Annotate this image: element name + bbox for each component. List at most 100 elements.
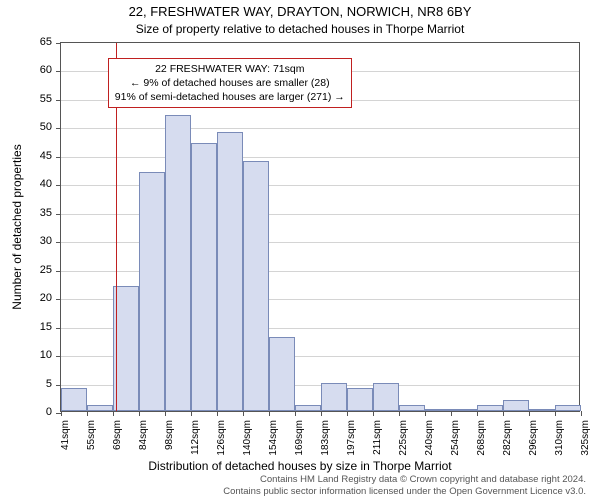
x-tick-label: 225sqm bbox=[398, 420, 409, 460]
x-tick-mark bbox=[373, 411, 374, 416]
x-tick-label: 268sqm bbox=[476, 420, 487, 460]
x-tick-label: 84sqm bbox=[138, 420, 149, 460]
x-tick-label: 69sqm bbox=[112, 420, 123, 460]
y-tick-mark bbox=[56, 356, 61, 357]
x-tick-mark bbox=[503, 411, 504, 416]
histogram-bar bbox=[165, 115, 191, 411]
annotation-line: ← 9% of detached houses are smaller (28) bbox=[115, 76, 345, 90]
y-tick-label: 60 bbox=[0, 64, 52, 76]
gridline-h bbox=[61, 128, 579, 129]
y-tick-mark bbox=[56, 128, 61, 129]
x-tick-mark bbox=[191, 411, 192, 416]
histogram-bar bbox=[555, 405, 581, 411]
histogram-bar bbox=[243, 161, 269, 411]
x-tick-mark bbox=[321, 411, 322, 416]
y-tick-mark bbox=[56, 43, 61, 44]
y-tick-label: 15 bbox=[0, 321, 52, 333]
histogram-bar bbox=[347, 388, 373, 411]
y-tick-label: 25 bbox=[0, 264, 52, 276]
histogram-bar bbox=[321, 383, 347, 411]
y-tick-mark bbox=[56, 100, 61, 101]
histogram-bar bbox=[87, 405, 113, 411]
y-tick-label: 55 bbox=[0, 93, 52, 105]
footer-text: Contains HM Land Registry data © Crown c… bbox=[223, 474, 586, 498]
footer-line-2: Contains public sector information licen… bbox=[223, 486, 586, 498]
histogram-bar bbox=[477, 405, 503, 411]
histogram-bar bbox=[451, 409, 477, 411]
x-tick-mark bbox=[581, 411, 582, 416]
x-tick-mark bbox=[399, 411, 400, 416]
x-tick-mark bbox=[61, 411, 62, 416]
y-tick-mark bbox=[56, 185, 61, 186]
x-tick-mark bbox=[425, 411, 426, 416]
x-tick-label: 240sqm bbox=[424, 420, 435, 460]
y-tick-mark bbox=[56, 271, 61, 272]
x-tick-mark bbox=[217, 411, 218, 416]
y-tick-label: 45 bbox=[0, 150, 52, 162]
x-tick-label: 325sqm bbox=[580, 420, 591, 460]
histogram-bar bbox=[373, 383, 399, 411]
histogram-bar bbox=[139, 172, 165, 411]
x-tick-mark bbox=[113, 411, 114, 416]
histogram-bar bbox=[269, 337, 295, 411]
y-tick-label: 65 bbox=[0, 36, 52, 48]
y-tick-label: 30 bbox=[0, 235, 52, 247]
y-tick-mark bbox=[56, 242, 61, 243]
annotation-box: 22 FRESHWATER WAY: 71sqm← 9% of detached… bbox=[108, 58, 352, 109]
x-tick-mark bbox=[243, 411, 244, 416]
y-axis-label: Number of detached properties bbox=[10, 144, 24, 309]
x-tick-label: 41sqm bbox=[60, 420, 71, 460]
x-tick-mark bbox=[269, 411, 270, 416]
x-tick-label: 169sqm bbox=[294, 420, 305, 460]
x-tick-label: 296sqm bbox=[528, 420, 539, 460]
y-tick-mark bbox=[56, 214, 61, 215]
x-tick-label: 112sqm bbox=[190, 420, 201, 460]
histogram-bar bbox=[425, 409, 451, 411]
y-tick-mark bbox=[56, 71, 61, 72]
histogram-bar bbox=[295, 405, 321, 411]
y-tick-label: 20 bbox=[0, 292, 52, 304]
x-axis-label: Distribution of detached houses by size … bbox=[0, 459, 600, 473]
histogram-bar bbox=[217, 132, 243, 411]
x-tick-label: 154sqm bbox=[268, 420, 279, 460]
y-tick-label: 10 bbox=[0, 349, 52, 361]
histogram-bar bbox=[503, 400, 529, 411]
histogram-bar bbox=[61, 388, 87, 411]
x-tick-mark bbox=[347, 411, 348, 416]
y-tick-mark bbox=[56, 299, 61, 300]
x-tick-mark bbox=[529, 411, 530, 416]
y-tick-label: 5 bbox=[0, 378, 52, 390]
x-tick-label: 282sqm bbox=[502, 420, 513, 460]
x-tick-mark bbox=[165, 411, 166, 416]
x-tick-label: 183sqm bbox=[320, 420, 331, 460]
chart-title-main: 22, FRESHWATER WAY, DRAYTON, NORWICH, NR… bbox=[0, 4, 600, 19]
footer-line-1: Contains HM Land Registry data © Crown c… bbox=[223, 474, 586, 486]
x-tick-label: 211sqm bbox=[372, 420, 383, 460]
y-tick-label: 0 bbox=[0, 406, 52, 418]
x-tick-label: 254sqm bbox=[450, 420, 461, 460]
histogram-bar bbox=[529, 409, 555, 411]
x-tick-mark bbox=[295, 411, 296, 416]
x-tick-label: 140sqm bbox=[242, 420, 253, 460]
y-tick-label: 50 bbox=[0, 121, 52, 133]
annotation-line: 91% of semi-detached houses are larger (… bbox=[115, 90, 345, 104]
y-tick-mark bbox=[56, 157, 61, 158]
x-tick-mark bbox=[555, 411, 556, 416]
x-tick-label: 55sqm bbox=[86, 420, 97, 460]
y-tick-label: 40 bbox=[0, 178, 52, 190]
histogram-bar bbox=[191, 143, 217, 411]
gridline-h bbox=[61, 157, 579, 158]
x-tick-mark bbox=[87, 411, 88, 416]
x-tick-label: 126sqm bbox=[216, 420, 227, 460]
plot-area: 22 FRESHWATER WAY: 71sqm← 9% of detached… bbox=[60, 42, 580, 412]
chart-title-sub: Size of property relative to detached ho… bbox=[0, 22, 600, 36]
annotation-line: 22 FRESHWATER WAY: 71sqm bbox=[115, 62, 345, 76]
x-tick-mark bbox=[139, 411, 140, 416]
histogram-bar bbox=[399, 405, 425, 411]
x-tick-label: 197sqm bbox=[346, 420, 357, 460]
x-tick-mark bbox=[477, 411, 478, 416]
x-tick-label: 98sqm bbox=[164, 420, 175, 460]
x-tick-label: 310sqm bbox=[554, 420, 565, 460]
y-tick-mark bbox=[56, 328, 61, 329]
y-tick-label: 35 bbox=[0, 207, 52, 219]
